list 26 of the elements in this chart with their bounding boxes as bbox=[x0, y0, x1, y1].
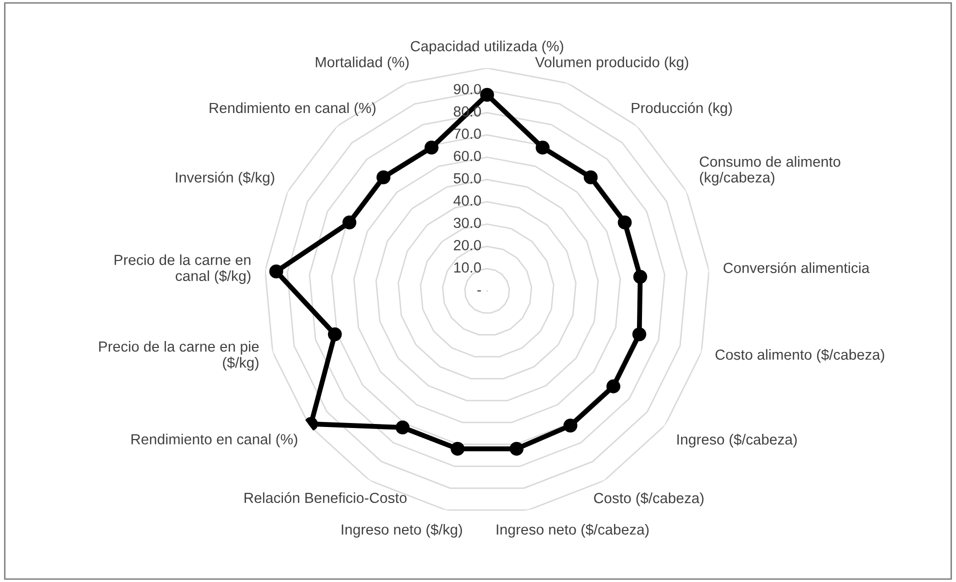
y-tick-label: 60.0 bbox=[454, 150, 481, 162]
spoke-label: Rendimiento en canal (%) bbox=[210, 102, 376, 116]
spoke-label: Producción (kg) bbox=[632, 102, 732, 116]
y-tick-label: 10.0 bbox=[454, 262, 481, 273]
y-tick-label: 70.0 bbox=[454, 128, 481, 139]
spoke-label: Precio de la carne en canal ($/kg) bbox=[114, 254, 250, 284]
spoke-label: Volumen producido (kg) bbox=[535, 56, 688, 70]
spoke-label: Costo alimento ($/cabeza) bbox=[716, 348, 884, 363]
spoke-label: Ingreso neto ($/cabeza) bbox=[496, 524, 649, 538]
spoke-label: Mortalidad (%) bbox=[316, 56, 409, 70]
spoke-label: Precio de la carne en pie ($/kg) bbox=[99, 341, 259, 371]
spoke-label: Rendimiento en canal (%) bbox=[132, 434, 298, 448]
y-tick-label: 90.0 bbox=[454, 84, 481, 94]
spoke-label: Relación Beneficio-Costo bbox=[244, 492, 407, 504]
spoke-label: Consumo de alimento (kg/cabeza) bbox=[700, 156, 840, 186]
spoke-label: Costo ($/cabeza) bbox=[594, 492, 704, 506]
spoke-label: Conversión alimenticia bbox=[724, 262, 870, 274]
spoke-label: Capacidad utilizada (%) bbox=[410, 40, 564, 54]
y-tick-label: 40.0 bbox=[453, 195, 481, 206]
y-tick-label: 20.0 bbox=[454, 240, 481, 250]
spoke-label: Ingreso neto ($/kg) bbox=[342, 524, 462, 538]
y-tick-label: - bbox=[477, 290, 481, 292]
spoke-label: Ingreso ($/cabeza) bbox=[677, 434, 797, 448]
spoke-label: Inversión ($/kg) bbox=[176, 172, 274, 186]
y-tick-label: 50.0 bbox=[454, 173, 481, 184]
y-tick-label: 30.0 bbox=[454, 218, 481, 228]
